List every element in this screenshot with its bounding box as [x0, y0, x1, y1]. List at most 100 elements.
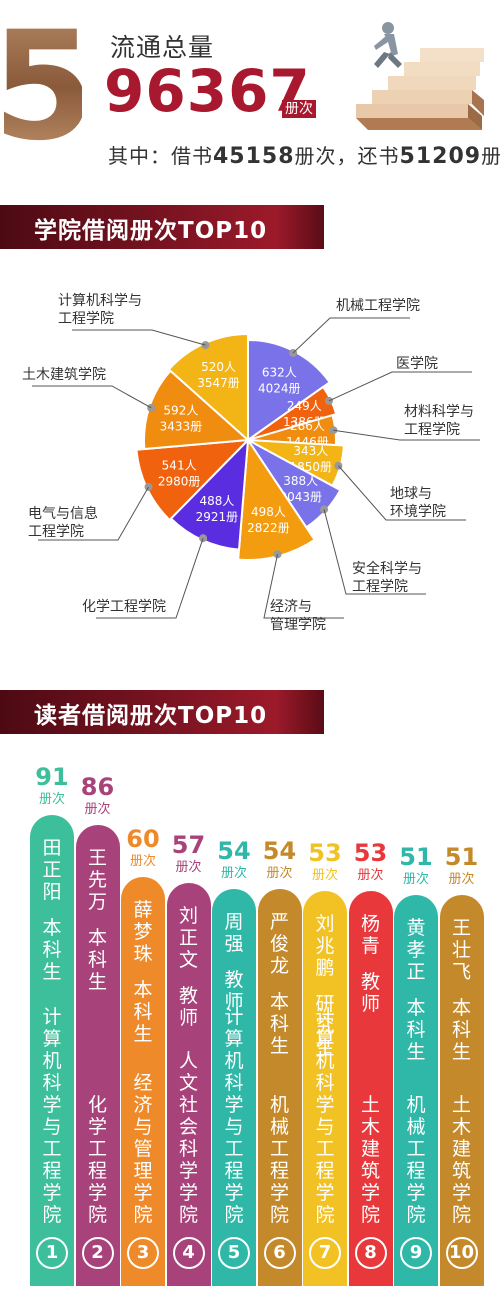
section-number-text: 5 — [4, 16, 82, 146]
reader-count: 57 — [171, 831, 206, 859]
reader-count: 53 — [353, 839, 388, 867]
pie-slice-people: 388人 — [283, 474, 318, 488]
reader-count-unit: 册次 — [84, 802, 111, 817]
reader-role: 本科生 — [87, 927, 107, 993]
reader-count-unit: 册次 — [129, 854, 156, 869]
pie-leader-line — [328, 371, 472, 402]
pie-leader-line — [263, 554, 344, 619]
pie-slice-label-line: 化学工程学院 — [82, 599, 166, 615]
reader-info: 刘正文教师 — [176, 905, 202, 1029]
pie-slice-books: 3433册 — [160, 420, 203, 434]
reader-info: 王先万本科生 — [85, 847, 111, 993]
reader-role: 教师 — [178, 985, 198, 1029]
section2-title: 读者借阅册次TOP10 — [34, 703, 268, 729]
pie-slice-books: 2980册 — [158, 475, 201, 489]
reader-count: 60 — [126, 825, 160, 853]
pie-leader-line — [72, 329, 206, 346]
pie-slice-label: 安全科学与 工程学院 — [352, 560, 422, 596]
reader-role: 本科生 — [269, 991, 289, 1057]
reader-college: 化学工程学院 — [87, 1094, 107, 1226]
pie-slice-label: 医学院 — [396, 355, 438, 373]
reader-rank-badge: 4 — [172, 1237, 205, 1269]
reader-rank-badge: 10 — [445, 1237, 478, 1269]
pie-slice-label: 经济与 管理学院 — [270, 598, 326, 634]
reader-info: 王壮飞本科生 — [449, 917, 475, 1063]
pie-slice-label-line: 电气与信息 — [28, 506, 98, 522]
reader-count: 54 — [217, 837, 251, 865]
reader-bar — [303, 891, 347, 1286]
pie-slice-label: 地球与 环境学院 — [390, 485, 446, 521]
section1-title: 学院借阅册次TOP10 — [34, 218, 268, 244]
pie-slice-label-line: 经济与 — [270, 599, 312, 615]
reader-college: 机械工程学院 — [406, 1094, 426, 1226]
reader-role: 本科生 — [42, 917, 62, 983]
reader-name: 杨青 — [360, 913, 380, 957]
reader-bar — [257, 889, 302, 1286]
reader-count-unit: 册次 — [175, 860, 202, 875]
reader-name: 王先万 — [87, 847, 107, 913]
reader-rank-badge: 8 — [354, 1237, 387, 1269]
pie-slice-people: 632人 — [262, 366, 297, 380]
reader-name: 田正阳 — [42, 837, 62, 903]
reader-count: 91 — [35, 763, 69, 791]
pie-leader-line — [333, 429, 480, 441]
pie-slice-label-line: 地球与 — [390, 486, 432, 502]
pie-slice-books: 4024册 — [258, 382, 301, 396]
reader-college: 土木建筑学院 — [360, 1094, 380, 1226]
reader-bar — [439, 895, 484, 1286]
pie-slice-label: 计算机科学与 工程学院 — [58, 292, 142, 328]
pie-slice-label-line: 材料科学与 — [404, 404, 474, 420]
pie-slice-label: 电气与信息 工程学院 — [28, 505, 98, 541]
pie-leader-line — [292, 317, 410, 354]
reader-role: 研究生 — [315, 993, 335, 1059]
reader-name: 薛梦珠 — [133, 899, 153, 965]
reader-name: 刘兆鹏 — [315, 913, 335, 979]
pie-slice-label-line: 安全科学与 — [352, 561, 422, 577]
reader-count-unit: 册次 — [357, 868, 384, 883]
pie-slice-people: 249人 — [287, 399, 322, 413]
pie-slice-people: 498人 — [251, 505, 286, 519]
reader-rank-badge: 1 — [36, 1237, 68, 1269]
pie-slice-books: 2043册 — [279, 490, 322, 504]
total-label: 流通总量 — [110, 33, 215, 62]
pie-leader-line — [32, 385, 152, 409]
reader-rank-badge: 2 — [81, 1237, 114, 1269]
reader-bar — [121, 877, 165, 1286]
reader-count-unit: 册次 — [220, 866, 247, 881]
pie-leader-line — [38, 486, 149, 541]
reader-count-unit: 册次 — [448, 872, 475, 887]
pie-slice-label-line: 环境学院 — [390, 504, 446, 520]
reader-rank-badge: 3 — [127, 1237, 159, 1269]
reader-count-unit: 册次 — [266, 866, 293, 881]
pie-slice-label-line: 工程学院 — [404, 422, 460, 438]
summary-mid: 册次，还书 — [294, 144, 400, 168]
section1-banner: 学院借阅册次TOP10 — [0, 205, 324, 249]
pie-leader-line — [338, 465, 466, 521]
total-unit: 册次 — [282, 100, 316, 118]
reader-college: 计算机科学与工程学院 — [315, 1006, 335, 1226]
reader-bar — [75, 825, 120, 1286]
pie-slice-label-line: 管理学院 — [270, 617, 326, 633]
reader-count: 51 — [399, 843, 433, 871]
reader-info: 田正阳本科生 — [39, 837, 65, 983]
reader-name: 严俊龙 — [269, 911, 289, 977]
reader-info: 杨青教师 — [358, 913, 384, 1015]
reader-info: 黄孝正本科生 — [403, 917, 429, 1063]
reader-bar — [394, 895, 438, 1286]
reader-count-unit: 册次 — [38, 792, 65, 807]
reader-info: 周强教师 — [221, 911, 247, 1013]
reader-bar — [348, 891, 393, 1286]
reader-college: 土木建筑学院 — [451, 1094, 471, 1226]
pie-slice-label-line: 土木建筑学院 — [22, 367, 106, 383]
pie-slice-label: 土木建筑学院 — [22, 366, 106, 384]
reader-role: 本科生 — [133, 979, 153, 1045]
pie-slice-label-line: 机械工程学院 — [336, 298, 420, 314]
pie-slice-label: 机械工程学院 — [336, 297, 420, 315]
reader-name: 王壮飞 — [451, 917, 471, 983]
borrow-value: 45158 — [213, 144, 295, 169]
reader-info: 刘兆鹏研究生 — [312, 913, 338, 1059]
pie-slice-label-line: 工程学院 — [58, 311, 114, 327]
reader-count: 54 — [262, 837, 297, 865]
section-number: 5 — [4, 16, 82, 146]
